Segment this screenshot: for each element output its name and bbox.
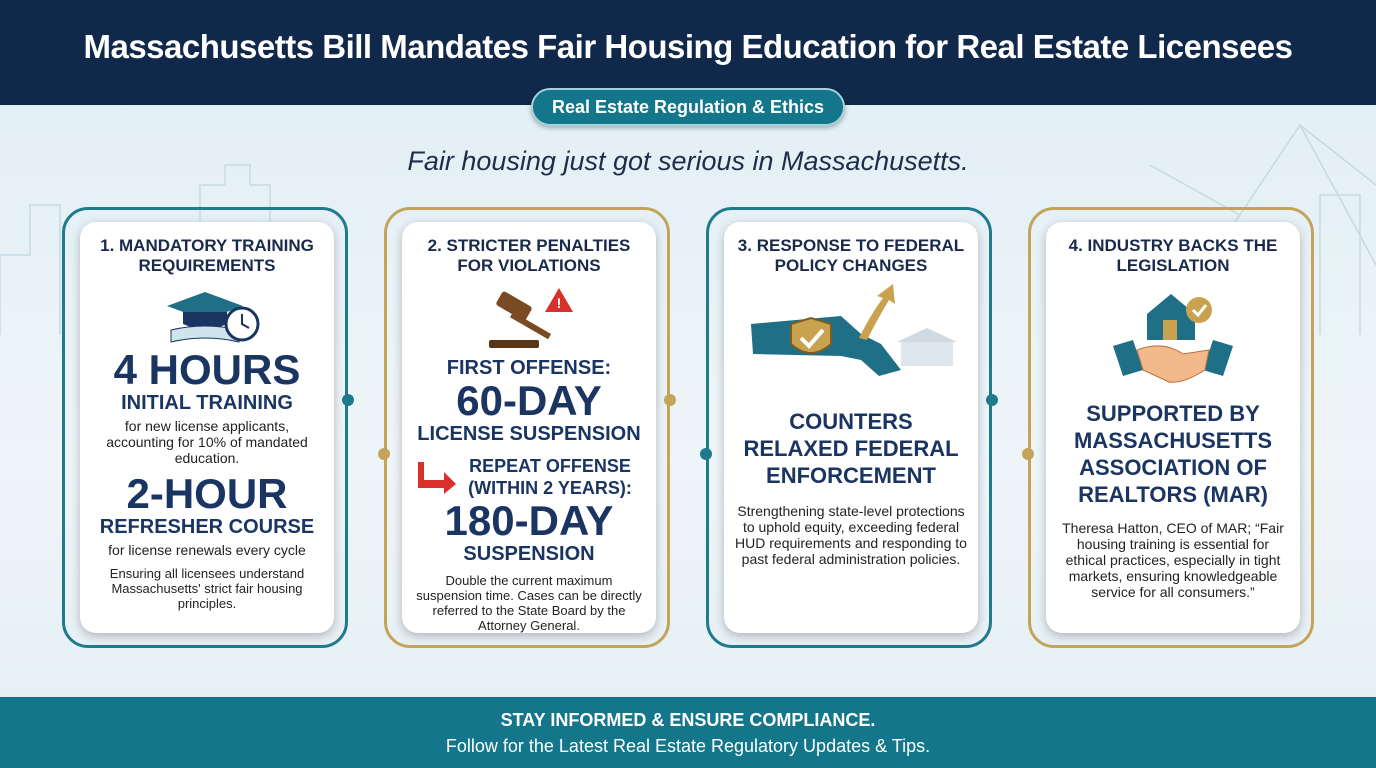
header-bar [0, 0, 1376, 105]
footer-text: Follow for the Latest Real Estate Regula… [445, 736, 931, 756]
stat-label: SUSPENSION [463, 543, 595, 565]
card-heading: 4. INDUSTRY BACKS THE LEGISLATION [1068, 236, 1278, 275]
card-note: Strengthening state-level protections to… [735, 503, 967, 567]
card-frame [1028, 207, 1314, 648]
stat: 180-DAY [444, 497, 614, 544]
footer-headline: STAY INFORMED & ENSURE COMPLIANCE. [500, 710, 876, 730]
card-heading: 3. RESPONSE TO FEDERAL POLICY CHANGES [737, 236, 965, 275]
connector-dot [986, 394, 998, 406]
stat-label: INITIAL TRAINING [121, 392, 293, 414]
card: 2. STRICTER PENALTIES FOR VIOLATIONS ! F… [402, 222, 656, 633]
stat-note: for license renewals every cycle [108, 542, 306, 558]
card: 4. INDUSTRY BACKS THE LEGISLATION SUPPOR… [1046, 222, 1300, 633]
title: Massachusetts Bill Mandates Fair Housing… [83, 28, 1293, 65]
card-note: Theresa Hatton, CEO of MAR; “Fair housin… [1062, 520, 1284, 600]
card-headline: COUNTERS RELAXED FEDERAL ENFORCEMENT [743, 409, 959, 488]
stat-note: for new license applicants, accounting f… [106, 418, 308, 466]
subtitle: Fair housing just got serious in Massach… [407, 146, 969, 176]
card-frame [62, 207, 348, 648]
stat-intro: FIRST OFFENSE: [446, 357, 612, 379]
card: 1. MANDATORY TRAINING REQUIREMENTS 4 HOU… [80, 222, 334, 633]
arrow-icon [418, 462, 456, 494]
stat: 4 HOURS [113, 346, 301, 393]
card-frame [706, 207, 992, 648]
stat-label: REFRESHER COURSE [99, 516, 315, 538]
connector-dot [342, 394, 354, 406]
card-heading: 1. MANDATORY TRAINING REQUIREMENTS [100, 236, 314, 275]
card-heading: 2. STRICTER PENALTIES FOR VIOLATIONS [427, 236, 631, 275]
svg-text:!: ! [557, 295, 562, 311]
connector-dot [664, 394, 676, 406]
connector-dot [700, 448, 712, 460]
stat: 60-DAY [456, 377, 602, 424]
massachusetts-icon [751, 284, 957, 376]
gavel-icon: ! [489, 288, 573, 348]
category-tag: Real Estate Regulation & Ethics [531, 88, 845, 126]
stat: 2-HOUR [126, 470, 288, 517]
connector-dot [1022, 448, 1034, 460]
card-note: Ensuring all licensees understand Massac… [109, 566, 305, 611]
card: 3. RESPONSE TO FEDERAL POLICY CHANGES CO… [724, 222, 978, 633]
footer-bar: STAY INFORMED & ENSURE COMPLIANCE. Follo… [0, 697, 1376, 768]
card-frame [384, 207, 670, 648]
stat-label: LICENSE SUSPENSION [417, 423, 641, 445]
handshake-icon [1113, 294, 1233, 383]
stat-intro: REPEAT OFFENSE (WITHIN 2 YEARS): [468, 456, 632, 498]
card-headline: SUPPORTED BY MASSACHUSETTS ASSOCIATION O… [1073, 401, 1272, 507]
connector-dot [378, 448, 390, 460]
card-note: Double the current maximum suspension ti… [416, 573, 642, 633]
graduation-icon [167, 292, 260, 343]
